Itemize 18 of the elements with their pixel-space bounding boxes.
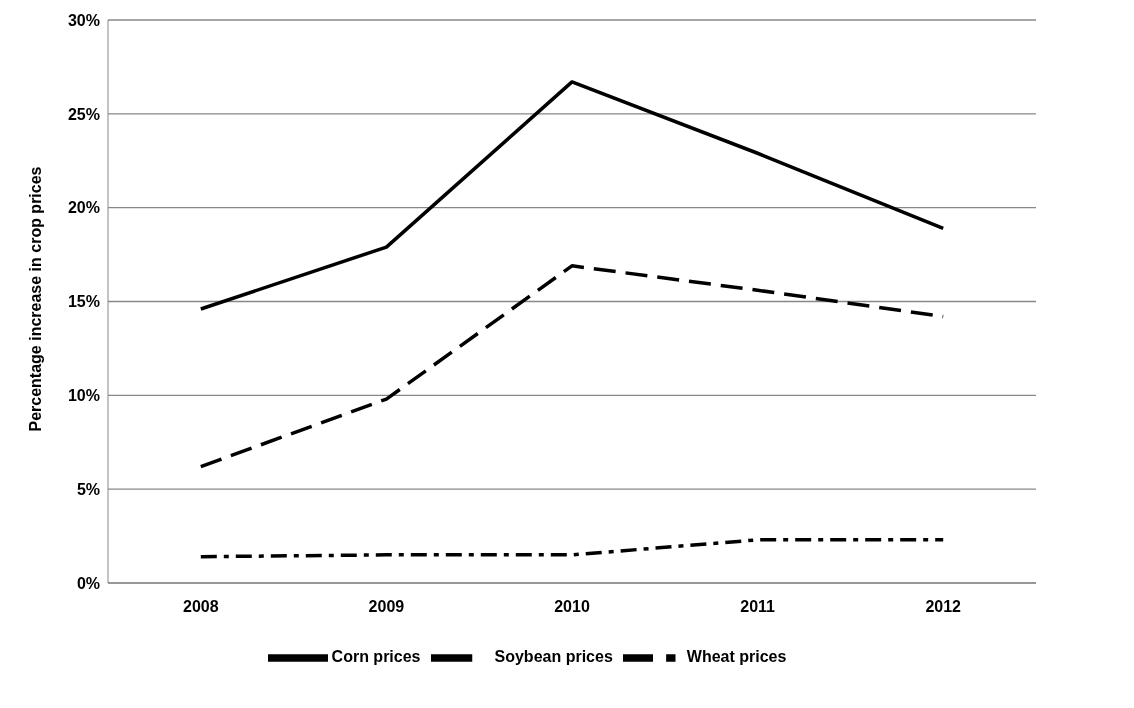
y-tick-label: 10% <box>67 387 100 405</box>
x-tick-label: 2009 <box>368 598 405 616</box>
x-tick-label: 2008 <box>183 598 219 616</box>
x-tick-label: 2010 <box>554 598 590 616</box>
x-tick-label: 2011 <box>740 598 776 616</box>
y-tick-label: 20% <box>67 199 100 217</box>
x-tick-label: 2012 <box>925 598 962 616</box>
line-series <box>199 80 945 311</box>
y-tick-label: 30% <box>67 11 100 29</box>
legend-label: Soybean prices <box>494 648 613 666</box>
line-series <box>199 264 945 469</box>
legend-label: Corn prices <box>331 648 421 666</box>
y-axis-title: Percentage increase in crop prices <box>26 166 44 432</box>
y-tick-label: 15% <box>67 293 100 311</box>
legend-label: Wheat prices <box>686 648 787 666</box>
y-tick-label: 0% <box>76 574 100 592</box>
y-tick-label: 25% <box>67 105 100 123</box>
y-tick-label: 5% <box>76 480 100 498</box>
